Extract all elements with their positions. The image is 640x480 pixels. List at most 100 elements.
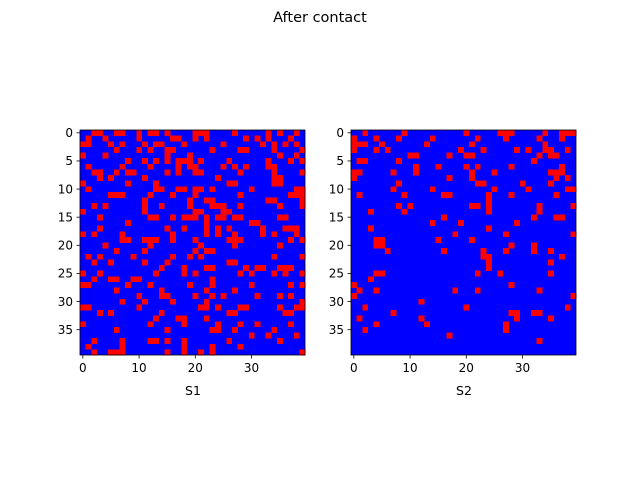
heatmap-cell	[373, 270, 380, 277]
heatmap-cell	[469, 169, 475, 176]
heatmap-cell	[119, 163, 126, 170]
heatmap-cell	[215, 214, 221, 221]
heatmap-cell	[463, 130, 470, 136]
heatmap-cell	[203, 265, 210, 271]
heatmap-cell	[181, 158, 188, 164]
heatmap-cell	[186, 158, 193, 164]
heatmap-cell	[351, 281, 357, 288]
heatmap-cell	[429, 220, 436, 226]
heatmap-cell	[276, 180, 283, 187]
heatmap-cell	[203, 231, 210, 238]
heatmap-cell	[192, 191, 199, 198]
heatmap-cell	[96, 214, 103, 221]
heatmap-cell	[125, 169, 131, 176]
heatmap-cell	[260, 225, 266, 232]
heatmap-cell	[362, 141, 369, 148]
heatmap-cell	[531, 158, 537, 164]
heatmap-cell	[254, 293, 261, 299]
heatmap-cell	[547, 146, 554, 153]
heatmap-cell	[153, 270, 159, 277]
heatmap-cell	[502, 231, 509, 238]
heatmap-cell	[248, 270, 255, 277]
y-tick-label: 30	[58, 295, 73, 309]
xlabel-s1: S1	[185, 383, 201, 398]
heatmap-cell	[271, 175, 278, 181]
heatmap-cell	[299, 236, 306, 243]
heatmap-cell	[85, 253, 92, 260]
heatmap-cell	[446, 175, 453, 181]
heatmap-cell	[508, 130, 515, 136]
heatmap-cell	[215, 326, 221, 333]
heatmap-cell	[237, 304, 244, 311]
heatmap-cell	[153, 186, 159, 193]
heatmap-cell	[497, 130, 504, 136]
heatmap-cell	[536, 152, 543, 159]
heatmap-cell	[491, 186, 498, 193]
heatmap-cell	[265, 332, 272, 339]
heatmap-cell	[486, 253, 492, 260]
heatmap-cell	[457, 220, 464, 226]
heatmap-cell	[153, 130, 159, 136]
heatmap-cell	[373, 146, 380, 153]
heatmap-cell	[231, 231, 238, 238]
heatmap-cell	[186, 253, 193, 260]
heatmap-cell	[282, 225, 289, 232]
heatmap-cell	[474, 180, 481, 187]
heatmap-cell	[175, 169, 182, 176]
heatmap-cell	[559, 169, 565, 176]
heatmap-cell	[288, 310, 294, 316]
heatmap-cell	[299, 253, 306, 260]
heatmap-cell	[446, 191, 453, 198]
heatmap-cell	[198, 169, 204, 176]
heatmap-cell	[158, 186, 165, 193]
heatmap-cell	[243, 146, 249, 153]
heatmap-cell	[203, 197, 210, 204]
heatmap-cell	[536, 135, 543, 142]
heatmap-cell	[248, 220, 255, 226]
heatmap-cell	[125, 220, 131, 226]
heatmap-cell	[497, 270, 504, 277]
heatmap-cell	[153, 158, 159, 164]
heatmap-cell	[508, 191, 515, 198]
heatmap-cell	[209, 203, 216, 209]
heatmap-cell	[293, 152, 300, 159]
heatmap-cell	[564, 175, 571, 181]
heatmap-cell	[299, 169, 306, 176]
heatmap-cell	[220, 141, 227, 148]
x-tick-label: 10	[402, 361, 417, 375]
heatmap-cell	[102, 152, 109, 159]
heatmap-cell	[170, 135, 176, 142]
heatmap-cell	[373, 236, 380, 243]
heatmap-cell	[108, 349, 114, 356]
heatmap-cell	[293, 141, 300, 148]
heatmap-cell	[158, 293, 165, 299]
heatmap-cell	[147, 214, 154, 221]
heatmap-cell	[220, 203, 227, 209]
heatmap-cell	[254, 220, 261, 226]
heatmap-cell	[282, 265, 289, 271]
heatmap-cell	[231, 287, 238, 294]
heatmap-cell	[80, 141, 86, 148]
heatmap-cell	[293, 332, 300, 339]
heatmap-cell	[367, 225, 374, 232]
heatmap-cell	[91, 349, 98, 356]
heatmap-s1: 0 10 20 30 0 5 10 15 20 25 30 35 S1	[58, 126, 306, 398]
x-tick-label: 20	[188, 361, 203, 375]
heatmap-cell	[108, 175, 114, 181]
heatmap-cell	[181, 141, 188, 148]
heatmap-cell	[276, 265, 283, 271]
heatmap-cell	[181, 270, 188, 277]
heatmap-cell	[147, 130, 154, 136]
heatmap-cell	[108, 259, 114, 266]
heatmap-cell	[198, 349, 204, 356]
heatmap-cell	[85, 281, 92, 288]
heatmap-cell	[276, 214, 283, 221]
heatmap-cell	[351, 141, 357, 148]
heatmap-cell	[525, 186, 532, 193]
heatmap-cell	[125, 158, 131, 164]
heatmap-cell	[396, 158, 402, 164]
heatmap-cell	[480, 248, 487, 254]
heatmap-cell	[181, 186, 188, 193]
figure-title: After contact	[273, 10, 367, 26]
